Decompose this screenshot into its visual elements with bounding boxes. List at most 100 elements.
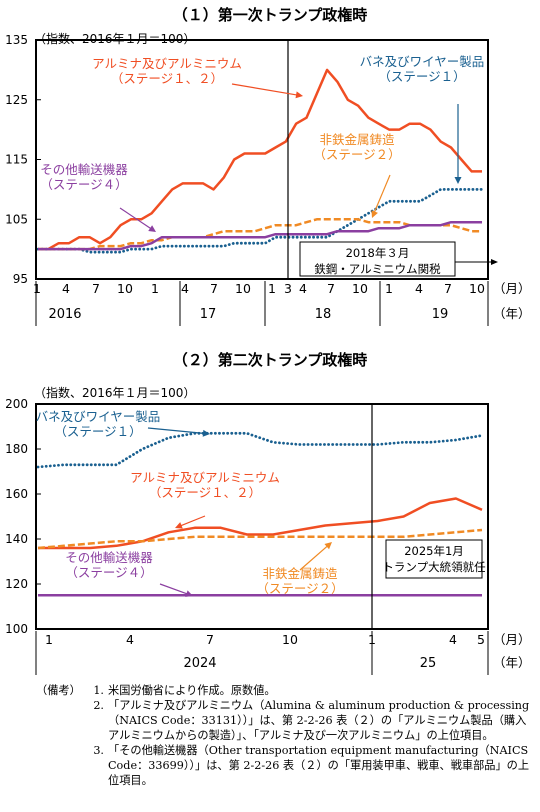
- year-label: 18: [315, 307, 332, 322]
- x-tick-label: 10: [282, 632, 298, 647]
- x-tick-label: 7: [210, 281, 218, 296]
- series-label-arrowhead: [185, 590, 193, 597]
- series-label: アルミナ及びアルミニウム: [130, 470, 280, 485]
- series-label-arrowhead: [324, 542, 332, 550]
- x-tick-label: 7: [92, 281, 100, 296]
- notes-label: （備考）: [36, 684, 81, 697]
- series-label: 非鉄金属鋳造: [262, 566, 338, 581]
- series-label-arrowhead: [148, 225, 156, 232]
- x-tick-label: 10: [469, 281, 485, 296]
- x-unit-label: （月）: [493, 632, 531, 647]
- x-tick-label: 4: [415, 281, 423, 296]
- x-tick-label: 4: [62, 281, 70, 296]
- x-tick-label: 4: [449, 632, 457, 647]
- note-text: 「アルミナ及びアルミニウム（Alumina & aluminum product…: [108, 699, 530, 742]
- y-tick-label: 200: [5, 397, 28, 411]
- series-line: [36, 431, 484, 469]
- note-text: 米国労働省により作成。原数値。: [108, 684, 276, 697]
- series-label: （ステージ１、２）: [111, 71, 223, 86]
- x-unit-label: （年）: [493, 306, 531, 321]
- series-label: （ステージ２）: [256, 581, 343, 596]
- x-tick-label: 1: [33, 281, 41, 296]
- x-unit-label: （月）: [493, 281, 531, 296]
- x-tick-label: 7: [327, 281, 335, 296]
- y-tick-label: 160: [5, 487, 28, 501]
- series-line: [38, 220, 482, 251]
- year-label: 25: [420, 656, 437, 671]
- series-label: （ステージ４）: [40, 177, 127, 192]
- event-box: [299, 241, 456, 277]
- y-tick-label: 180: [5, 442, 28, 456]
- series-label: （ステージ１）: [54, 424, 141, 439]
- note-number: 2.: [93, 699, 104, 712]
- y-tick-label: 140: [5, 532, 28, 546]
- x-tick-label: 4: [181, 281, 189, 296]
- x-tick-label: 1: [385, 281, 393, 296]
- x-tick-label: 7: [444, 281, 452, 296]
- series-label-arrow: [179, 515, 206, 527]
- series-label: バネ及びワイヤー製品: [360, 54, 485, 69]
- series-label: （ステージ４）: [65, 565, 152, 580]
- y-tick-label: 135: [5, 33, 28, 47]
- series-label-arrow: [147, 427, 206, 435]
- series-line: [38, 68, 482, 251]
- x-tick-label: 10: [117, 281, 133, 296]
- y-tick-label: 105: [5, 212, 28, 226]
- x-tick-label: 1: [151, 281, 159, 296]
- x-tick-label: 5: [477, 632, 485, 647]
- year-label: 19: [432, 307, 449, 322]
- series-label: （ステージ１、２）: [149, 485, 261, 500]
- x-tick-label: 10: [352, 281, 368, 296]
- series-label-arrow: [231, 83, 299, 96]
- x-tick-label: 4: [299, 281, 307, 296]
- note-number: 1.: [93, 684, 104, 697]
- plot-frame: [35, 403, 489, 630]
- y-tick-label: 95: [13, 272, 28, 286]
- event-box: [385, 539, 483, 579]
- x-tick-label: 10: [235, 281, 251, 296]
- series-label-arrowhead: [295, 91, 303, 99]
- note-text: 「その他輸送機器（Other transportation equipment …: [108, 744, 530, 787]
- x-tick-label: 1: [45, 632, 53, 647]
- plot-frame: [35, 39, 489, 280]
- note-number: 3.: [93, 744, 104, 757]
- series-label: その他輸送機器: [65, 550, 153, 565]
- year-label: 2024: [183, 656, 216, 671]
- series-label: アルミナ及びアルミニウム: [92, 56, 242, 71]
- series-label: （ステージ１）: [378, 69, 465, 84]
- series-label-arrowhead: [175, 522, 183, 529]
- series-label: バネ及びワイヤー製品: [36, 409, 161, 424]
- series-label-arrowhead: [202, 429, 210, 437]
- series-label-arrowhead: [371, 210, 378, 218]
- event-arrowhead: [491, 259, 498, 265]
- unit-label: （指数、2016年１月＝100）: [34, 31, 195, 46]
- series-label-arrow: [159, 583, 189, 595]
- x-tick-label: 3: [284, 281, 292, 296]
- event-text: トランプ大統領就任: [382, 560, 486, 574]
- chart-title: （２）第二次トランプ政権時: [173, 351, 368, 369]
- y-tick-label: 100: [5, 622, 28, 636]
- chart-title: （１）第一次トランプ政権時: [173, 6, 368, 24]
- event-text: 2025年1月: [404, 544, 464, 558]
- series-line: [37, 528, 483, 550]
- y-tick-label: 115: [5, 153, 28, 167]
- series-label-arrowhead: [454, 177, 462, 184]
- series-label-arrow: [119, 207, 153, 230]
- year-label: 2016: [48, 307, 81, 322]
- notes: （備考） 1. 米国労働省により作成。原数値。 2. 「アルミナ及びアルミニウム（Al…: [36, 683, 536, 788]
- unit-label: （指数、2016年１月＝100）: [34, 385, 195, 400]
- x-tick-label: 1: [268, 281, 276, 296]
- series-label-arrow: [373, 174, 391, 214]
- series-label: その他輸送機器: [40, 162, 128, 177]
- y-tick-label: 120: [5, 577, 28, 591]
- series-label: （ステージ２）: [313, 147, 400, 162]
- event-text: 鉄鋼・アルミニウム関税: [314, 262, 441, 276]
- series-label-arrow: [299, 544, 329, 571]
- y-tick-label: 125: [5, 93, 28, 107]
- x-unit-label: （年）: [493, 655, 531, 670]
- x-tick-label: 7: [206, 632, 214, 647]
- x-tick-label: 4: [126, 632, 134, 647]
- series-line: [36, 187, 484, 254]
- year-label: 17: [200, 307, 217, 322]
